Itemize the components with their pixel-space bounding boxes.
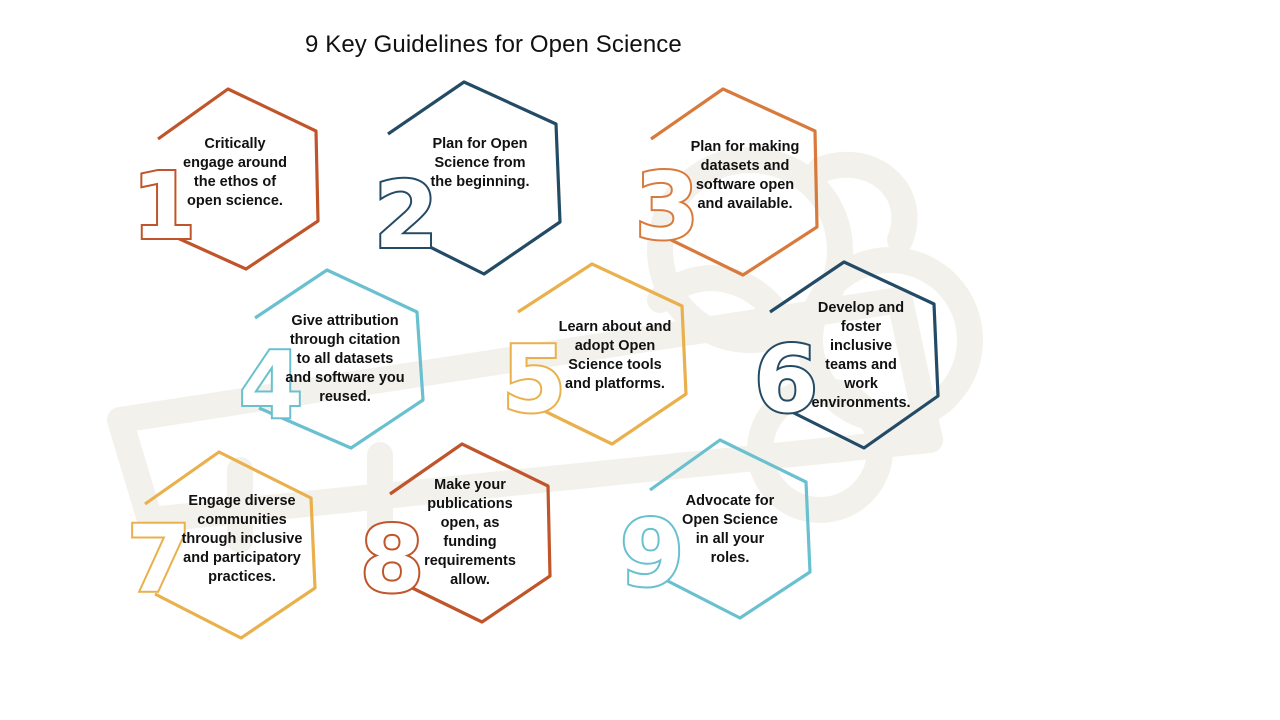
guideline-number: 1 — [130, 153, 198, 260]
hexagon-outline — [144, 450, 317, 640]
guideline-number: 7 — [125, 506, 193, 613]
hexagon-outline — [769, 260, 940, 450]
guideline-number: 8 — [358, 506, 426, 613]
guideline-text: Learn about and adopt Open Science tools… — [558, 319, 672, 392]
guideline-7: 7 Engage diverse communities through inc… — [125, 448, 325, 643]
guideline-text: Plan for making datasets and software op… — [690, 139, 800, 212]
guideline-5: 5 Learn about and adopt Open Science too… — [500, 260, 700, 450]
page-title: 9 Key Guidelines for Open Science — [305, 31, 682, 58]
guideline-number: 2 — [372, 162, 440, 269]
guideline-text: Plan for Open Science from the beginning… — [430, 136, 530, 190]
hexagon-outline — [389, 442, 552, 624]
guideline-number: 9 — [618, 500, 686, 607]
guideline-3: 3 Plan for making datasets and software … — [633, 85, 835, 280]
guideline-number: 6 — [752, 326, 820, 433]
guideline-text: Give attribution through citation to all… — [285, 313, 405, 405]
guideline-text: Engage diverse communities through inclu… — [181, 493, 303, 585]
hexagon-outline — [254, 268, 425, 450]
guideline-1: 1 Critically engage around the ethos of … — [130, 85, 330, 275]
guideline-6: 6 Develop and foster inclusive teams and… — [752, 258, 952, 453]
guideline-4: 4 Give attribution through citation to a… — [235, 266, 435, 456]
guideline-number: 3 — [633, 153, 701, 260]
hexagon-outline — [649, 438, 812, 620]
guideline-9: 9 Advocate for Open Science in all your … — [618, 436, 820, 626]
guideline-text: Make your publications open, as funding … — [424, 477, 516, 588]
hexagon-outline — [387, 80, 562, 276]
guideline-number: 4 — [237, 332, 305, 439]
hexagon-outline — [650, 87, 819, 277]
guideline-8: 8 Make your publications open, as fundin… — [358, 440, 560, 630]
guideline-2: 2 Plan for Open Science from the beginni… — [370, 78, 570, 278]
guideline-text: Advocate for Open Science in all your ro… — [682, 493, 778, 566]
guideline-text: Critically engage around the ethos of op… — [183, 136, 287, 209]
hexagon-outline — [517, 262, 688, 446]
guideline-number: 5 — [500, 326, 568, 433]
hexagon-outline — [157, 87, 320, 271]
guideline-text: Develop and foster inclusive teams and w… — [811, 300, 911, 411]
